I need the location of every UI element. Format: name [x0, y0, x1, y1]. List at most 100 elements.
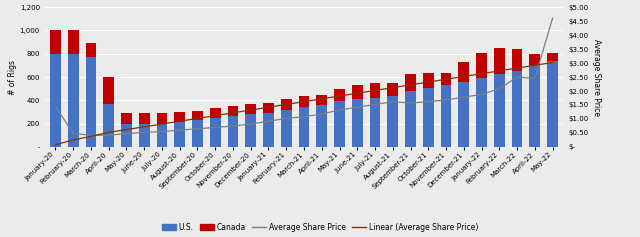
- Bar: [175, 123, 185, 147]
- Average Share Price: [477, 93, 485, 96]
- Linear (Average Share Price): [371, 89, 379, 92]
- Bar: [316, 105, 327, 147]
- Bar: [423, 87, 434, 147]
- Average Share Price: [335, 109, 343, 111]
- Linear (Average Share Price): [282, 103, 290, 106]
- Average Share Price: [247, 123, 255, 125]
- Bar: [121, 113, 132, 124]
- Bar: [139, 113, 150, 124]
- Linear (Average Share Price): [176, 120, 184, 123]
- Linear (Average Share Price): [460, 75, 468, 78]
- Bar: [68, 30, 79, 54]
- Bar: [334, 101, 345, 147]
- Bar: [405, 74, 416, 91]
- Bar: [352, 85, 363, 99]
- Linear (Average Share Price): [194, 117, 202, 120]
- Bar: [281, 110, 292, 147]
- Linear (Average Share Price): [123, 128, 131, 131]
- Linear (Average Share Price): [495, 69, 503, 72]
- Bar: [192, 111, 203, 120]
- Bar: [157, 113, 167, 124]
- Average Share Price: [229, 125, 237, 128]
- Bar: [334, 89, 345, 101]
- Average Share Price: [318, 113, 326, 115]
- Average Share Price: [513, 76, 521, 78]
- Bar: [405, 91, 416, 147]
- Bar: [263, 103, 274, 113]
- Average Share Price: [211, 126, 219, 129]
- Bar: [441, 85, 451, 147]
- Bar: [423, 73, 434, 87]
- Bar: [512, 49, 522, 71]
- Bar: [547, 61, 558, 147]
- Bar: [512, 71, 522, 147]
- Bar: [387, 96, 398, 147]
- Average Share Price: [140, 131, 148, 134]
- Average Share Price: [87, 134, 95, 137]
- Bar: [228, 116, 238, 147]
- Bar: [50, 54, 61, 147]
- Y-axis label: Average Share Price: Average Share Price: [593, 39, 602, 115]
- Linear (Average Share Price): [211, 114, 219, 117]
- Line: Linear (Average Share Price): Linear (Average Share Price): [56, 63, 552, 145]
- Linear (Average Share Price): [424, 81, 432, 83]
- Bar: [529, 54, 540, 65]
- Linear (Average Share Price): [265, 106, 273, 109]
- Linear (Average Share Price): [158, 123, 166, 125]
- Average Share Price: [424, 100, 432, 103]
- Bar: [476, 53, 487, 78]
- Bar: [192, 120, 203, 147]
- Linear (Average Share Price): [335, 95, 343, 97]
- Average Share Price: [265, 120, 273, 123]
- Bar: [104, 104, 114, 147]
- Average Share Price: [495, 87, 503, 90]
- Average Share Price: [442, 99, 450, 101]
- Bar: [210, 109, 221, 118]
- Average Share Price: [300, 115, 308, 118]
- Bar: [50, 30, 61, 54]
- Linear (Average Share Price): [406, 83, 414, 86]
- Bar: [104, 77, 114, 104]
- Line: Average Share Price: Average Share Price: [56, 18, 552, 135]
- Bar: [228, 105, 238, 116]
- Linear (Average Share Price): [247, 109, 255, 111]
- Linear (Average Share Price): [318, 97, 326, 100]
- Bar: [458, 63, 469, 82]
- Linear (Average Share Price): [477, 72, 485, 75]
- Bar: [210, 118, 221, 147]
- Y-axis label: # of Rigs: # of Rigs: [8, 59, 17, 95]
- Bar: [245, 114, 256, 147]
- Bar: [281, 99, 292, 110]
- Average Share Price: [371, 103, 379, 106]
- Bar: [476, 78, 487, 147]
- Linear (Average Share Price): [140, 125, 148, 128]
- Bar: [316, 95, 327, 105]
- Bar: [263, 113, 274, 147]
- Average Share Price: [123, 132, 131, 135]
- Average Share Price: [531, 77, 539, 80]
- Bar: [547, 53, 558, 61]
- Average Share Price: [282, 117, 290, 120]
- Bar: [86, 43, 96, 57]
- Bar: [494, 49, 504, 73]
- Bar: [370, 83, 380, 98]
- Bar: [529, 65, 540, 147]
- Bar: [68, 54, 79, 147]
- Linear (Average Share Price): [531, 64, 539, 67]
- Linear (Average Share Price): [300, 100, 308, 103]
- Bar: [387, 83, 398, 96]
- Bar: [370, 98, 380, 147]
- Linear (Average Share Price): [389, 86, 397, 89]
- Bar: [494, 73, 504, 147]
- Linear (Average Share Price): [442, 78, 450, 81]
- Average Share Price: [158, 130, 166, 133]
- Average Share Price: [69, 132, 77, 135]
- Average Share Price: [389, 100, 397, 103]
- Average Share Price: [52, 105, 60, 108]
- Average Share Price: [105, 134, 113, 137]
- Linear (Average Share Price): [87, 135, 95, 138]
- Bar: [121, 124, 132, 147]
- Bar: [352, 99, 363, 147]
- Bar: [86, 57, 96, 147]
- Linear (Average Share Price): [548, 61, 556, 64]
